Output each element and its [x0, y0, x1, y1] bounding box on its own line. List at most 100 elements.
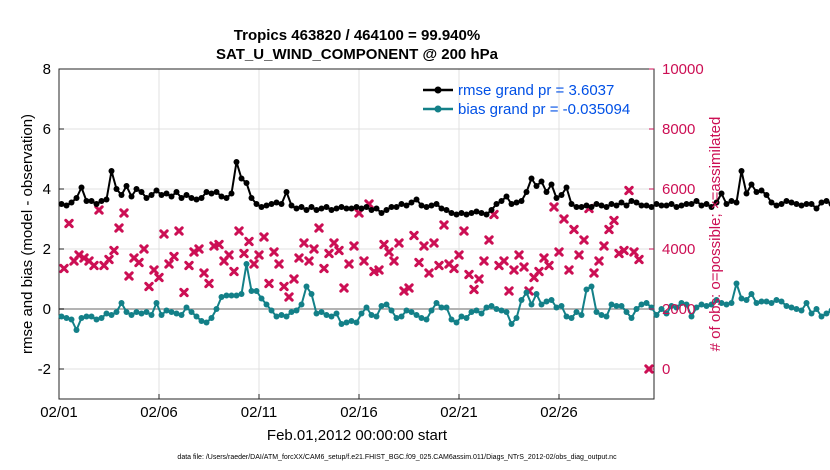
rmse-series-point — [478, 210, 485, 216]
bias-series-point — [358, 310, 365, 317]
rmse-series-point — [113, 186, 120, 192]
bias-series-point — [563, 313, 570, 320]
rmse-series-point — [808, 201, 815, 207]
rmse-series-point — [578, 204, 585, 210]
obs-assimilated-marker — [544, 260, 554, 271]
rmse-series-point — [543, 189, 550, 195]
bias-series-point — [763, 298, 770, 305]
bias-series-point — [443, 304, 450, 311]
x-tick-label: 02/21 — [440, 404, 478, 421]
obs-assimilated-marker — [114, 223, 124, 233]
rmse-series-point — [588, 204, 595, 210]
obs-assimilated-marker — [224, 250, 234, 260]
bias-series-point — [663, 310, 670, 317]
obs-assimilated-marker — [204, 278, 214, 289]
bias-series-point — [448, 316, 455, 323]
bias-series-point — [353, 319, 360, 326]
obs-assimilated-marker — [269, 247, 279, 257]
bias-series-point — [758, 298, 765, 305]
bias-series-point — [428, 307, 435, 314]
legend-label-rmse: rmse grand pr = 3.6037 — [458, 82, 614, 99]
bias-series-point — [708, 301, 715, 308]
rmse-series-point — [383, 207, 390, 213]
rmse-series-point — [123, 183, 130, 189]
obs-assimilated-marker — [574, 250, 584, 260]
bias-series-point — [583, 286, 590, 293]
rmse-series-point — [403, 202, 410, 209]
rmse-series-point — [333, 205, 340, 212]
bias-series-point — [78, 315, 85, 321]
obs-assimilated-marker — [164, 259, 174, 269]
rmse-series-point — [273, 199, 280, 206]
bias-series-point — [148, 312, 155, 318]
rmse-series-point — [618, 199, 625, 206]
rmse-series-point — [178, 195, 185, 201]
y-axis-left-ticks: 8 6 4 2 0 -2 — [38, 61, 64, 378]
obs-assimilated-marker — [314, 223, 324, 233]
rmse-series-point — [283, 189, 290, 195]
bias-series-point — [173, 310, 180, 317]
obs-assimilated-marker — [179, 287, 189, 298]
bias-series-point — [403, 307, 410, 314]
obs-assimilated-marker — [389, 256, 399, 266]
bias-series-point — [528, 301, 535, 308]
rmse-series-point — [648, 204, 655, 210]
obs-assimilated-marker — [174, 226, 184, 236]
bias-series-point — [253, 288, 260, 294]
bias-series-point — [478, 310, 485, 317]
rmse-series-point — [338, 204, 345, 210]
obs-assimilated-marker — [384, 247, 394, 257]
bias-series-point — [723, 301, 730, 308]
rmse-series-point — [418, 202, 425, 209]
rmse-series-point — [503, 193, 510, 200]
obs-assimilated-marker — [499, 256, 509, 266]
obs-assimilated-marker — [194, 244, 204, 254]
rmse-series-point — [363, 204, 370, 210]
y-axis-left-label: rmse and bias (model - observation) — [19, 114, 36, 354]
obs-assimilated-marker — [609, 215, 619, 226]
x-tick-label: 02/06 — [140, 404, 178, 421]
bias-series-point — [658, 306, 665, 312]
rmse-series-point — [563, 184, 570, 191]
rmse-series-point — [643, 202, 650, 209]
rmse-series-point — [398, 201, 405, 207]
bias-series-point — [603, 313, 610, 320]
bias-series-point — [498, 307, 505, 314]
rmse-series-point — [323, 204, 330, 210]
obs-assimilated-marker — [359, 256, 369, 266]
bias-series-point — [768, 300, 775, 306]
rmse-series-point — [248, 195, 255, 201]
bias-series-point — [373, 313, 380, 320]
bias-series-point — [778, 298, 785, 305]
rmse-series-point — [698, 202, 705, 209]
rmse-series-point — [733, 199, 740, 206]
rmse-series-point — [513, 199, 520, 206]
obs-assimilated-marker — [469, 284, 479, 295]
obs-assimilated-marker — [404, 283, 414, 293]
rmse-series-point — [468, 210, 475, 216]
rmse-series-point — [158, 192, 165, 198]
data-file-footnote: data file: /Users/raeder/DAI/ATM_forcXX/… — [177, 454, 617, 461]
rmse-series-point — [223, 195, 230, 201]
obs-assimilated-marker — [569, 224, 579, 235]
obs-assimilated-marker — [564, 265, 574, 275]
rmse-series-point — [423, 204, 430, 210]
rmse-series-point — [368, 207, 375, 213]
obs-assimilated-marker — [514, 250, 524, 260]
obs-assimilated-marker — [554, 247, 564, 257]
bias-series-point — [58, 313, 65, 320]
obs-assimilated-marker — [579, 235, 589, 245]
rmse-series-point — [463, 211, 470, 218]
rmse-series-point — [358, 205, 365, 212]
bias-series-point — [133, 309, 140, 315]
rmse-series-point — [313, 207, 320, 213]
rmse-series-point — [83, 198, 90, 204]
obs-assimilated-marker — [454, 250, 464, 260]
rmse-series-point — [723, 201, 730, 207]
rmse-series-point — [783, 198, 790, 204]
obs-assimilated-marker — [539, 253, 549, 263]
rmse-series-point — [258, 204, 265, 210]
obs-assimilated-marker — [599, 241, 609, 251]
rmse-series-point — [148, 192, 155, 198]
rmse-series-point — [243, 180, 250, 186]
